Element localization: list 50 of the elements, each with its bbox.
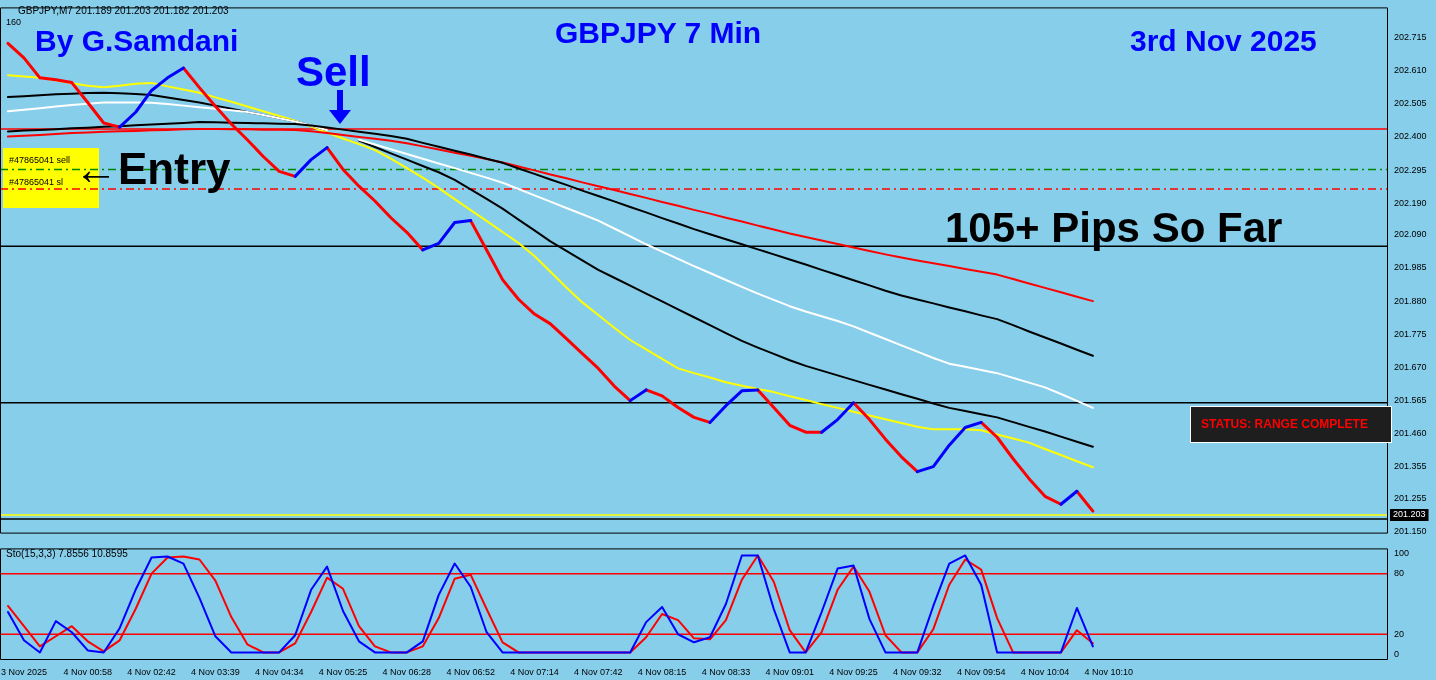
x-tick-label: 4 Nov 00:58 xyxy=(63,666,113,677)
y-tick-label: 202.505 xyxy=(1394,98,1427,109)
annotation: GBPJPY,M7 201.189 201.203 201.182 201.203 xyxy=(18,5,229,16)
annotation: 3rd Nov 2025 xyxy=(1130,24,1317,57)
y-tick-label: 201.150 xyxy=(1394,526,1427,537)
y-tick-label: 202.295 xyxy=(1394,164,1427,175)
x-tick-label: 4 Nov 09:01 xyxy=(765,666,814,677)
annotation: 105+ Pips So Far xyxy=(945,204,1283,252)
y-tick-label: 201.255 xyxy=(1394,493,1427,504)
x-tick-label: 4 Nov 09:32 xyxy=(893,666,942,677)
x-tick-label: 3 Nov 2025 xyxy=(0,666,47,677)
annotation: Sell xyxy=(296,48,371,96)
y-tick-label: 100 xyxy=(1394,547,1410,558)
y-tick-label: 0 xyxy=(1394,648,1400,659)
y-tick-label: 201.775 xyxy=(1394,328,1427,339)
y-tick-label: 202.190 xyxy=(1394,197,1427,208)
y-tick-label: 20 xyxy=(1394,628,1405,639)
annotation: #47865041 sl xyxy=(9,177,64,188)
y-tick-label: 201.670 xyxy=(1394,361,1427,372)
y-tick-label: 201.880 xyxy=(1394,295,1427,306)
y-tick-label: 202.715 xyxy=(1394,31,1427,42)
y-tick-label: 201.565 xyxy=(1394,395,1427,406)
x-tick-label: 4 Nov 09:54 xyxy=(956,666,1006,677)
x-tick-label: 4 Nov 06:52 xyxy=(446,666,495,677)
x-tick-label: 4 Nov 03:39 xyxy=(191,666,240,677)
x-tick-label: 4 Nov 08:33 xyxy=(701,666,751,677)
x-tick-label: 4 Nov 08:15 xyxy=(637,666,687,677)
x-tick-label: 4 Nov 07:42 xyxy=(574,666,623,677)
x-tick-label: 4 Nov 02:42 xyxy=(127,666,176,677)
y-tick-label: 201.460 xyxy=(1394,428,1427,439)
y-tick-label: 202.400 xyxy=(1394,131,1427,142)
y-tick-label: 201.985 xyxy=(1394,262,1427,273)
annotation: Sto(15,3,3) 7.8556 10.8595 xyxy=(6,548,128,559)
x-tick-label: 4 Nov 10:04 xyxy=(1020,666,1070,677)
y-tick-label: 202.090 xyxy=(1394,229,1427,240)
annotation: By G.Samdani xyxy=(35,24,239,57)
chart-title: GBPJPY 7 Min xyxy=(555,16,762,50)
x-tick-label: 4 Nov 04:34 xyxy=(254,666,304,677)
x-tick-label: 4 Nov 10:10 xyxy=(1084,666,1134,677)
x-tick-label: 4 Nov 06:28 xyxy=(382,666,432,677)
y-tick-label: 202.610 xyxy=(1394,65,1427,76)
annotation: #47865041 sell xyxy=(9,155,71,166)
y-tick-label: 80 xyxy=(1394,568,1405,579)
annotation: STATUS: RANGE COMPLETE xyxy=(1190,406,1392,444)
x-tick-label: 4 Nov 07:14 xyxy=(510,666,559,677)
y-tick-label: 201.355 xyxy=(1394,461,1427,472)
annotation: 160 xyxy=(6,17,22,28)
ref-line-label: 201.203 xyxy=(1393,509,1426,520)
x-tick-label: 4 Nov 05:25 xyxy=(318,666,368,677)
x-tick-label: 4 Nov 09:25 xyxy=(829,666,878,677)
